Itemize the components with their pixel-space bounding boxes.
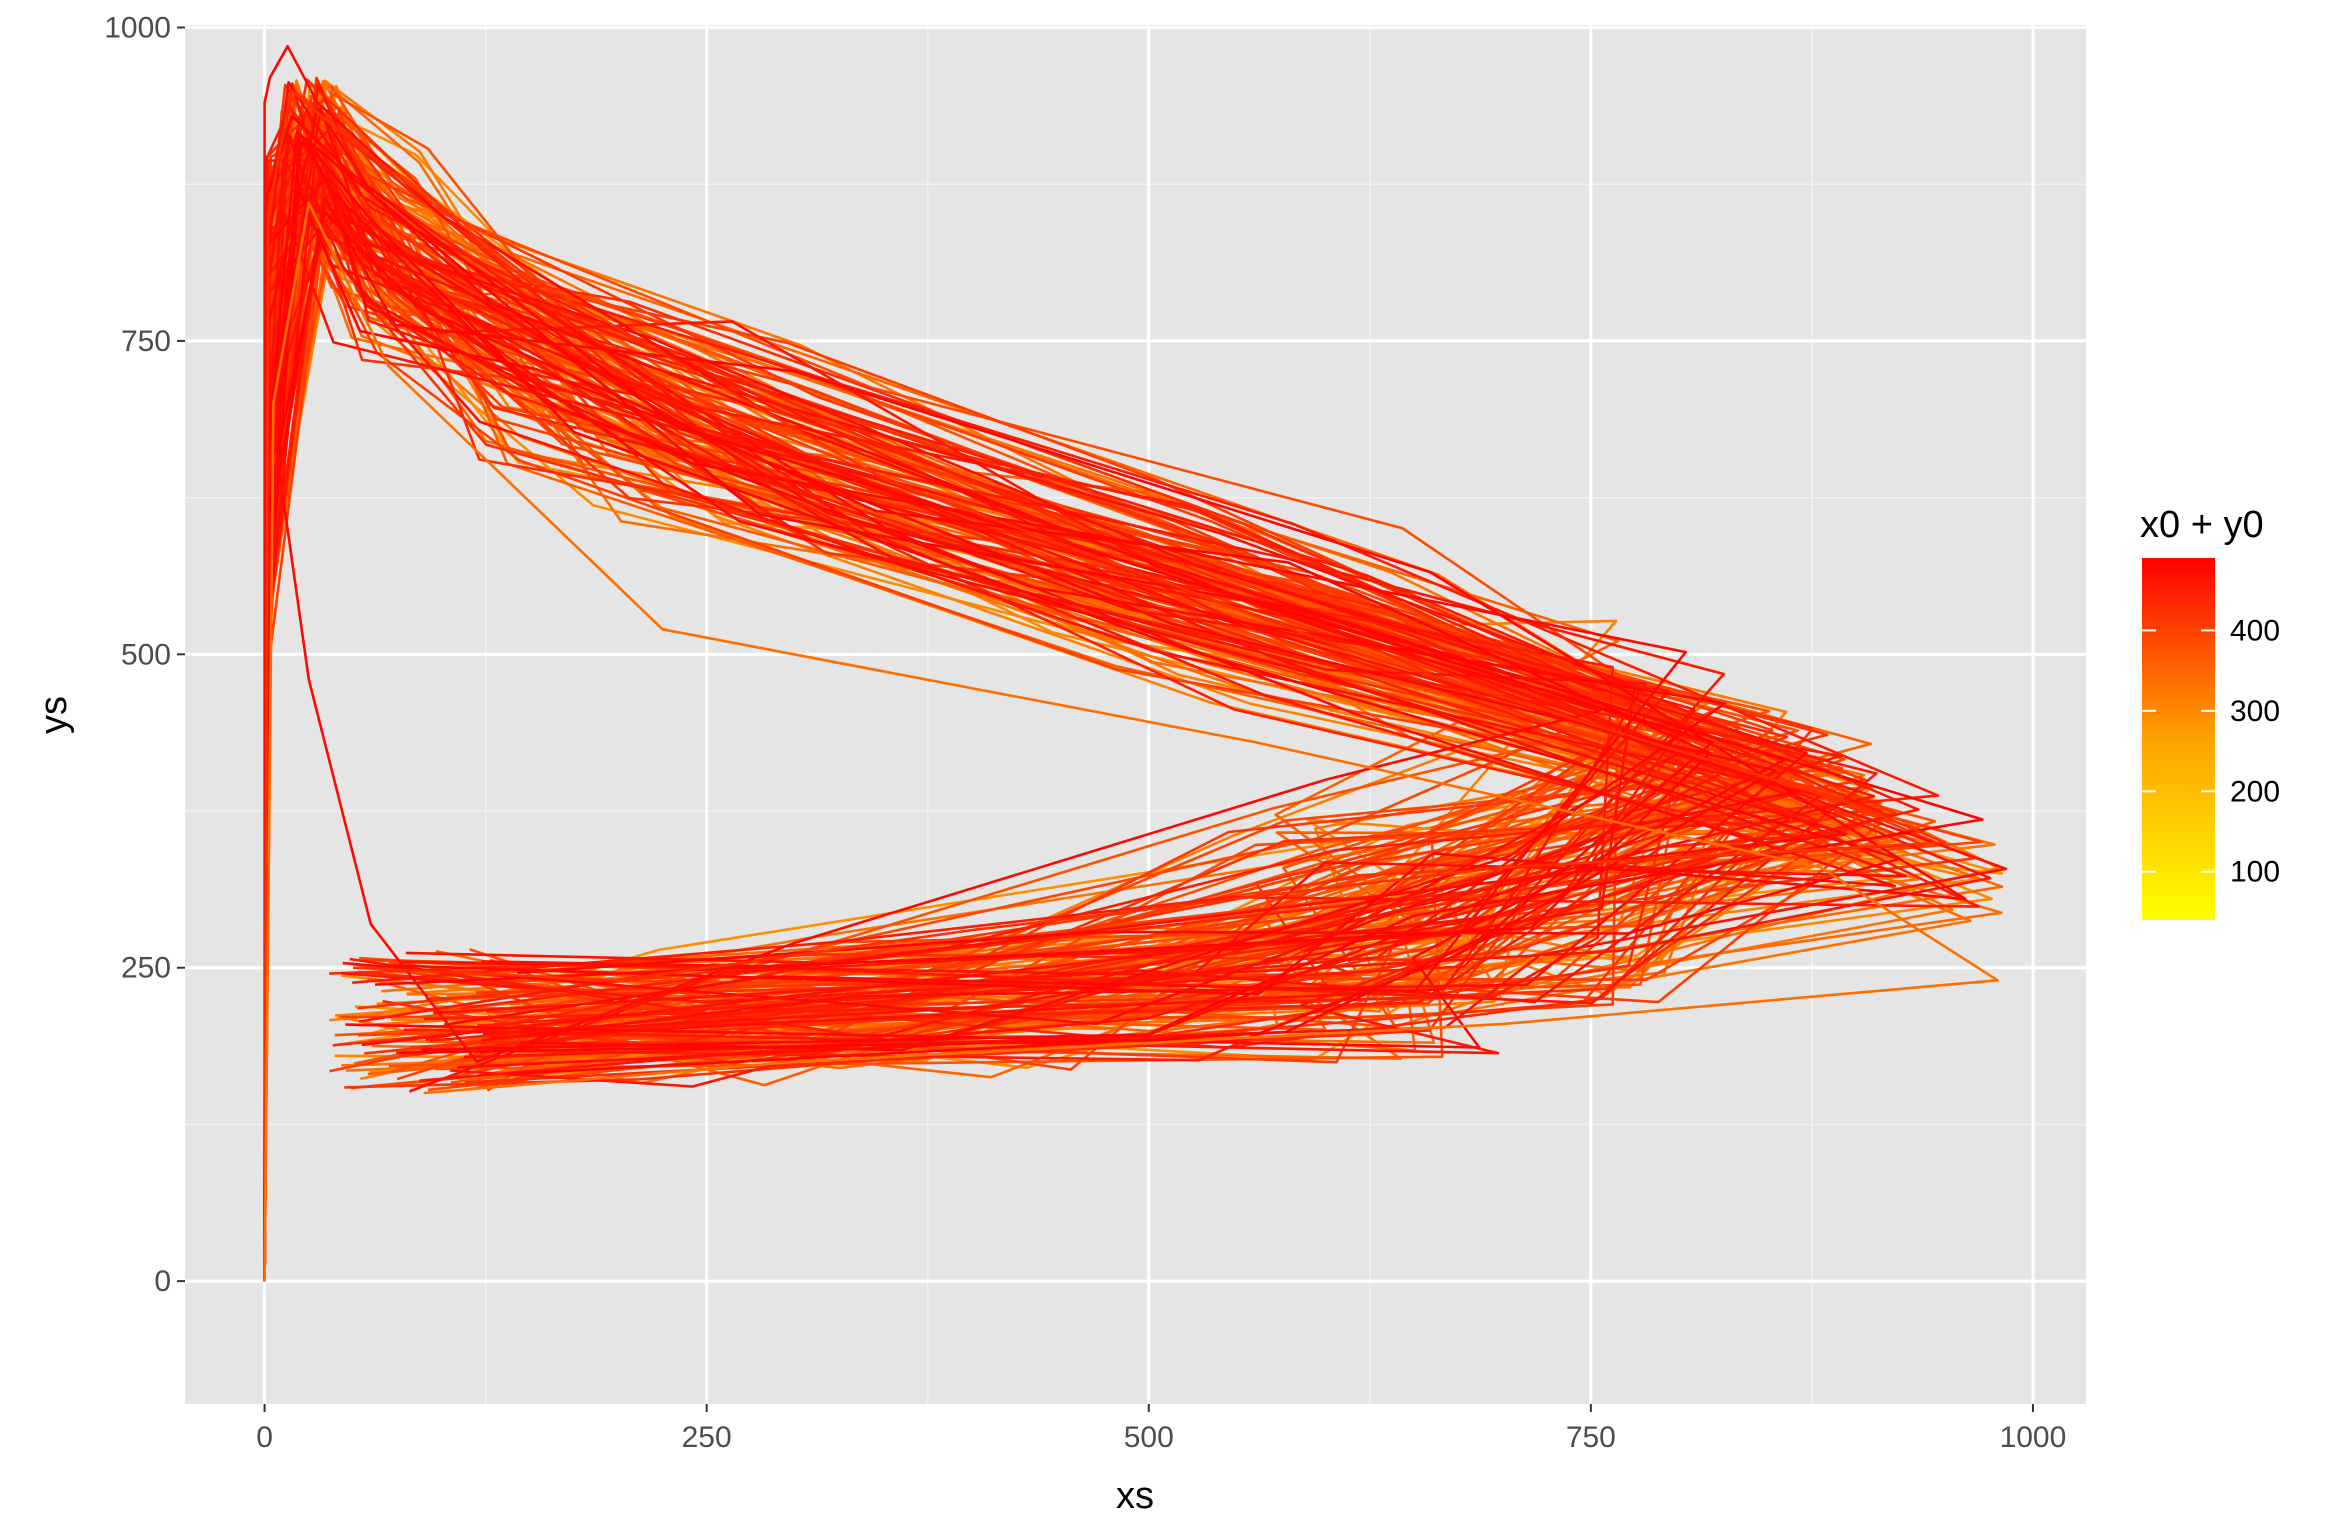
series-line-sample-1 [263,88,1946,1282]
series-line-137 [263,82,1992,1282]
y-tick-label: 500 [121,638,171,671]
x-axis-ticks: 0 250 500 750 1000 [256,1404,2066,1454]
y-axis-ticks: 0 250 500 750 1000 [104,12,185,1298]
x-tick-label: 250 [682,1421,732,1454]
series-line-147 [263,107,1808,1282]
series-line-sample-2 [263,201,1999,1282]
series-line-154 [263,196,1967,1282]
series-line-150 [263,140,1800,1282]
series-line-140 [263,187,1876,1282]
y-tick-label: 0 [154,1265,171,1298]
legend-tick-label: 300 [2230,695,2280,728]
panel-background [185,25,2086,1404]
data-lines [263,45,2008,1282]
x-tick-label: 1000 [2000,1421,2067,1454]
y-axis-title: ys [33,696,75,734]
y-tick-label: 250 [121,952,171,985]
series-line-125 [263,180,1845,1282]
series-line-sample-0 [263,45,1601,1282]
legend-colorbar [2142,558,2215,920]
legend-tick-label: 200 [2230,775,2280,808]
x-tick-label: 0 [256,1421,273,1454]
legend-ticks: 100 200 300 400 [2142,614,2280,889]
x-tick-label: 500 [1124,1421,1174,1454]
y-tick-label: 750 [121,325,171,358]
y-tick-label: 1000 [104,12,171,45]
legend-tick-label: 400 [2230,614,2280,647]
series-line-139 [263,211,1696,1282]
legend-title: x0 + y0 [2140,504,2264,546]
x-axis-title: xs [1116,1475,1154,1516]
x-tick-label: 750 [1566,1421,1616,1454]
series-line-156 [263,187,1778,1282]
legend-tick-label: 100 [2230,856,2280,889]
color-legend: x0 + y0 100 200 300 400 [2140,504,2280,920]
grid-minor [185,25,2086,1404]
series-line-159 [263,130,1984,1282]
series-line-146 [263,134,1907,1282]
series-line-130 [263,171,1920,1282]
series-line-155 [263,132,1902,1282]
